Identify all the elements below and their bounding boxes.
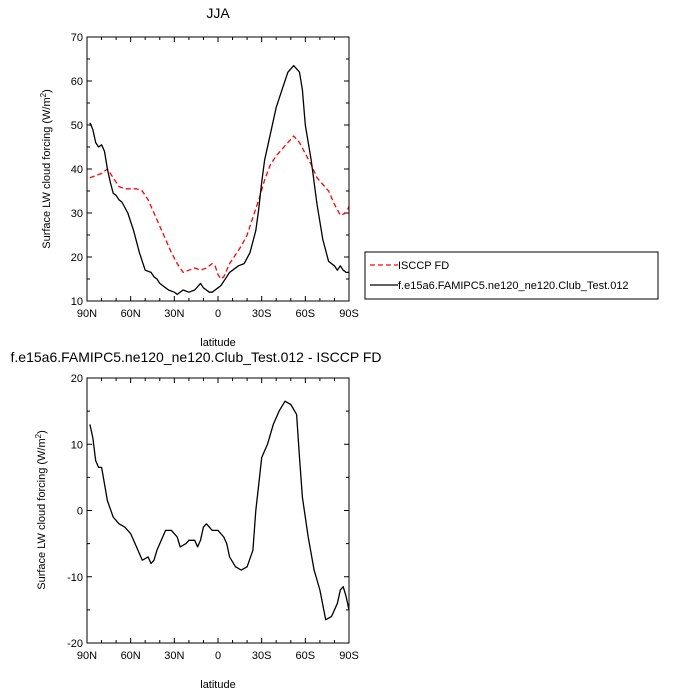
chart-bottom-frame [86,377,350,644]
chart-bottom: f.e15a6.FAMIPC5.ne120_ne120.Club_Test.01… [11,349,382,691]
chart-top-ticks: 90N 60N 30N 0 30S 60S 90S 10 20 30 40 50 60 70 [71,32,359,320]
chart-top-ytick-label: 60 [71,76,83,88]
chart-top-xtick-label: 30N [164,308,184,320]
chart-top-xtick-label: 30S [252,308,272,320]
chart-bottom-ytick-label: -20 [67,638,83,650]
chart-bottom-ticks: 90N 60N 30N 0 30S 60S 90S -20 -10 0 10 20 [67,373,359,662]
chart-bottom-ylabel: Surface LW cloud forcing (W/m2) [34,430,48,590]
chart-top-xtick-label: 60N [121,308,141,320]
chart-bottom-xtick-label: 30S [252,650,272,662]
chart-bottom-ytick-label: 20 [71,373,83,385]
chart-top-ytick-label: 30 [71,208,83,220]
legend: ISCCP FD f.e15a6.FAMIPC5.ne120_ne120.Clu… [364,251,659,300]
chart-bottom-xtick-label: 60N [121,650,141,662]
chart-top: JJA 90N 60N 30N 0 30S 60S 90S 10 20 30 40 50 60 70 la… [39,5,359,349]
chart-top-ylabel: Surface LW cloud forcing (W/m2) [39,89,53,249]
chart-top-ytick-label: 20 [71,252,83,264]
chart-top-title: JJA [206,5,230,21]
chart-bottom-xtick-label: 90S [339,650,359,662]
chart-bottom-ytick-label: 10 [71,439,83,451]
legend-label-model: f.e15a6.FAMIPC5.ne120_ne120.Club_Test.01… [398,280,629,292]
chart-bottom-ytick-label: -10 [67,572,83,584]
legend-box [364,251,659,300]
chart-top-ytick-label: 50 [71,120,83,132]
chart-top-series-0 [89,135,350,280]
chart-top-ytick-label: 10 [71,296,83,308]
chart-top-xtick-label: 60S [296,308,316,320]
chart-top-xtick-label: 90N [77,308,97,320]
chart-bottom-series [89,400,350,621]
chart-top-xtick-label: 90S [339,308,359,320]
chart-bottom-xlabel: latitude [200,679,235,691]
chart-top-xtick-label: 0 [215,308,221,320]
chart-top-xlabel: latitude [200,337,235,349]
chart-bottom-xtick-label: 60S [296,650,316,662]
chart-bottom-xtick-label: 90N [77,650,97,662]
chart-top-ytick-label: 40 [71,164,83,176]
chart-bottom-xtick-label: 0 [215,650,221,662]
chart-bottom-ytick-label: 0 [77,506,83,518]
chart-bottom-title: f.e15a6.FAMIPC5.ne120_ne120.Club_Test.01… [11,349,382,365]
chart-bottom-xtick-label: 30N [164,650,184,662]
chart-top-frame [86,36,350,302]
chart-bottom-series-0 [89,400,350,621]
chart-top-series [89,64,350,296]
chart-top-ytick-label: 70 [71,32,83,44]
legend-label-isccp: ISCCP FD [398,260,449,272]
chart-top-series-1 [89,64,349,296]
